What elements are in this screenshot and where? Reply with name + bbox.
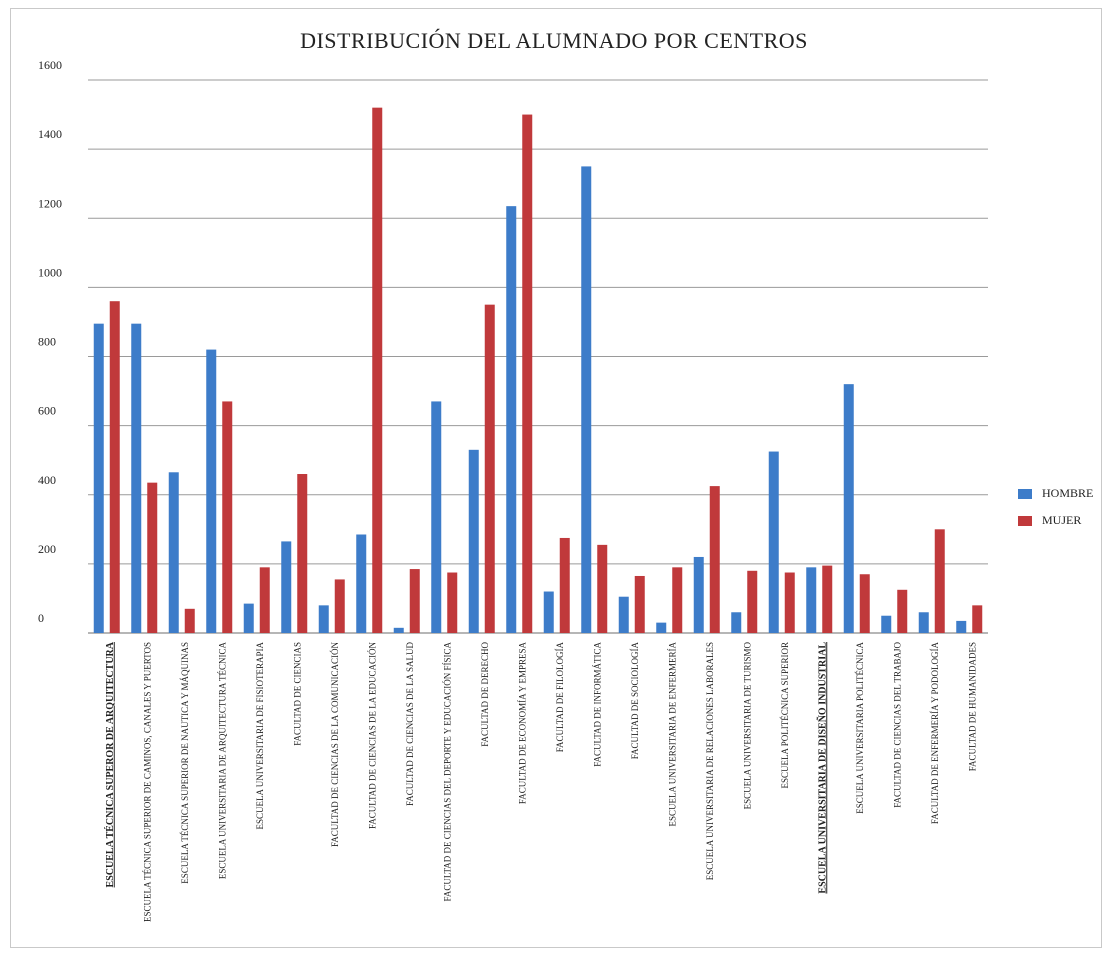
y-tick-label: 0	[38, 611, 44, 625]
bar-hombre	[468, 449, 479, 633]
x-category-label: ESCUELA TÉCNICA SUPEROR DE ARQUITECTURA	[104, 641, 116, 887]
bar-mujer	[597, 544, 608, 633]
y-tick-label: 200	[38, 542, 56, 556]
legend-item-mujer: MUJER	[1018, 513, 1081, 528]
x-category-label: ESCUELA UNIVERSITARIA DE FISIOTERAPIA	[255, 642, 265, 830]
bar-hombre	[281, 541, 292, 633]
bar-mujer	[109, 301, 120, 633]
y-tick-label: 1000	[38, 265, 62, 279]
bar-hombre	[243, 603, 254, 633]
bar-hombre	[843, 384, 854, 633]
bar-hombre	[618, 596, 629, 633]
bar-hombre	[768, 451, 779, 633]
bar-mujer	[484, 304, 495, 633]
x-category-label: ESCUELA UNIVERSITARIA DE TURISMO	[742, 642, 752, 810]
legend-label: HOMBRE	[1042, 486, 1094, 500]
x-category-label: FACULTAD DE SOCIOLOGÍA	[630, 641, 640, 759]
legend-swatch	[1018, 488, 1032, 499]
x-category-label: FACULTAD DE CIENCIAS DE LA COMUNICACIÓN	[330, 642, 340, 848]
bar-mujer	[259, 567, 270, 633]
bar-mujer	[784, 572, 795, 633]
bar-hombre	[131, 323, 142, 633]
y-tick-label: 1600	[38, 58, 62, 72]
bar-hombre	[581, 166, 592, 633]
chart-title: DISTRIBUCIÓN DEL ALUMNADO POR CENTROS	[300, 28, 808, 53]
x-category-label: ESCUELA UNIVERSITARIA DE ARQUITECTURA TÉ…	[217, 642, 227, 880]
bar-hombre	[431, 401, 442, 633]
x-category-label: ESCUELA TÉCNICA SUPERIOR DE NAUTICA Y MÁ…	[180, 642, 190, 884]
y-tick-label: 600	[38, 404, 56, 418]
bar-hombre	[318, 605, 329, 633]
x-category-label: ESCUELA POLITÉCNICA SUPERIOR	[780, 642, 790, 789]
bar-hombre	[93, 323, 104, 633]
bar-mujer	[184, 608, 195, 633]
bar-mujer	[672, 567, 683, 633]
bar-hombre	[693, 556, 704, 633]
y-tick-label: 800	[38, 335, 56, 349]
y-tick-label: 1400	[38, 127, 62, 141]
bar-hombre	[881, 615, 892, 633]
bar-hombre	[356, 534, 367, 633]
chart-frame	[10, 8, 1102, 948]
bar-mujer	[409, 569, 420, 633]
x-category-label: FACULTAD DE HUMANIDADES	[967, 642, 977, 771]
bar-mujer	[972, 605, 983, 633]
bar-mujer	[447, 572, 458, 633]
bar-mujer	[372, 107, 383, 633]
bar-hombre	[656, 622, 667, 633]
x-category-label: FACULTAD DE CIENCIAS DEL TRABAJO	[892, 642, 902, 808]
x-category-label: FACULTAD DE CIENCIAS DEL DEPORTE Y EDUCA…	[442, 642, 452, 902]
bar-mujer	[334, 579, 345, 633]
x-category-label: FACULTAD DE CIENCIAS DE LA SALUD	[405, 642, 415, 807]
bar-hombre	[393, 627, 404, 633]
x-category-label: FACULTAD DE ENFERMERÍA Y PODOLOGÍA	[930, 642, 940, 825]
legend-item-hombre: HOMBRE	[1018, 486, 1093, 501]
x-category-label: FACULTAD DE ECONOMÍA Y EMPRESA	[517, 642, 527, 805]
bar-mujer	[634, 575, 645, 633]
bar-hombre	[168, 472, 179, 633]
bar-hombre	[506, 206, 517, 633]
bar-mujer	[747, 570, 758, 633]
bar-mujer	[934, 529, 945, 633]
legend-swatch	[1018, 515, 1032, 526]
bar-mujer	[822, 565, 833, 633]
x-category-label: FACULTAD DE FILOLOGÍA	[555, 642, 565, 753]
x-category-label: ESCUELA UNIVERSITARIA DE RELACIONES LABO…	[705, 642, 715, 880]
bar-hombre	[956, 620, 967, 633]
x-category-label: ESCUELA UNIVERSITARIA DE DISEÑO INDUSTRI…	[816, 642, 828, 894]
x-category-label: FACULTAD DE CIENCIAS DE LA EDUCACIÓN	[367, 641, 377, 829]
bar-mujer	[859, 574, 870, 633]
y-tick-label: 400	[38, 473, 56, 487]
x-category-label: FACULTAD DE INFORMÁTICA	[592, 642, 602, 767]
bar-hombre	[206, 349, 217, 633]
bar-mujer	[897, 589, 908, 633]
x-category-label: ESCUELA UNIVERSITARIA DE ENFERMERÍA	[667, 642, 677, 827]
x-category-label: FACULTAD DE DERECHO	[480, 642, 490, 747]
x-category-label: ESCUELA TÉCNICA SUPERIOR DE CAMINOS, CAN…	[142, 642, 152, 922]
bar-mujer	[222, 401, 233, 633]
legend-label: MUJER	[1042, 513, 1082, 527]
x-category-label: FACULTAD DE CIENCIAS	[292, 642, 302, 746]
bar-hombre	[543, 591, 554, 633]
x-category-label: ESCUELA UNIVERSITARIA POLITÉCNICA	[855, 642, 865, 814]
bar-hombre	[806, 567, 817, 633]
bar-hombre	[918, 612, 929, 633]
bar-mujer	[297, 474, 308, 633]
bar-mujer	[559, 537, 570, 633]
bar-mujer	[709, 486, 720, 633]
y-tick-label: 1200	[38, 196, 62, 210]
bar-mujer	[147, 482, 158, 633]
bar-mujer	[522, 114, 533, 633]
bar-hombre	[731, 612, 742, 633]
